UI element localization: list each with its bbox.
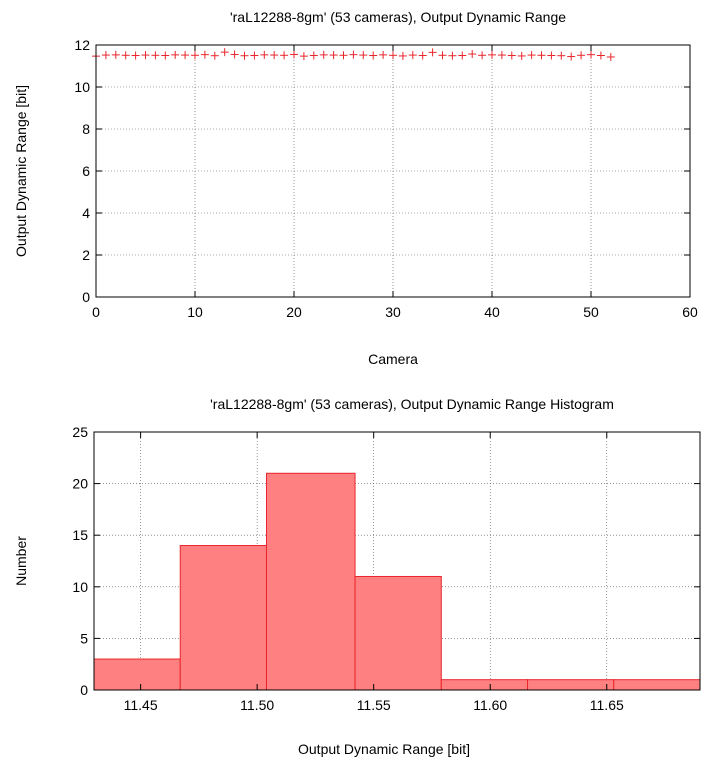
y-tick-label: 0 bbox=[82, 289, 90, 305]
grid bbox=[96, 45, 690, 297]
x-tick-label: 60 bbox=[682, 304, 698, 320]
y-axis-label: Number bbox=[13, 536, 29, 586]
data-point bbox=[547, 51, 556, 60]
x-tick-label: 30 bbox=[385, 304, 401, 320]
data-point bbox=[210, 51, 219, 60]
y-tick-label: 20 bbox=[72, 476, 88, 492]
histogram-bar bbox=[440, 679, 529, 691]
y-tick-label: 25 bbox=[72, 424, 88, 440]
data-point bbox=[428, 48, 437, 57]
scatter-chart: 'raL12288-8gm' (53 cameras), Output Dyna… bbox=[13, 9, 698, 367]
data-point bbox=[398, 51, 407, 60]
data-point bbox=[389, 51, 397, 60]
axis-ticks: 0 10 20 30 40 50 60 0 2 4 6 8 10 12 bbox=[74, 37, 698, 320]
data-point bbox=[448, 51, 457, 60]
data-point bbox=[230, 50, 239, 59]
x-axis-label: Camera bbox=[368, 351, 418, 367]
chart-title: 'raL12288-8gm' (53 cameras), Output Dyna… bbox=[230, 9, 566, 25]
chart-title: 'raL12288-8gm' (53 cameras), Output Dyna… bbox=[210, 396, 614, 412]
data-point bbox=[309, 51, 318, 60]
y-tick-label: 12 bbox=[74, 37, 90, 53]
data-point bbox=[101, 51, 110, 60]
data-point bbox=[527, 51, 536, 60]
y-tick-label: 5 bbox=[80, 630, 88, 646]
histogram-bar bbox=[354, 575, 442, 691]
data-point bbox=[517, 51, 526, 60]
data-point bbox=[339, 51, 348, 60]
data-point bbox=[290, 50, 298, 59]
data-point bbox=[240, 51, 249, 60]
data-point bbox=[319, 50, 328, 59]
bars bbox=[93, 472, 701, 691]
data-point bbox=[349, 50, 358, 59]
x-tick-label: 11.65 bbox=[590, 697, 624, 713]
data-point bbox=[270, 51, 279, 60]
data-point bbox=[220, 48, 229, 57]
data-point bbox=[488, 50, 496, 59]
data-point bbox=[458, 51, 467, 60]
data-point bbox=[418, 51, 427, 60]
x-tick-label: 50 bbox=[583, 304, 599, 320]
plot-frame bbox=[93, 431, 701, 691]
x-tick-label: 11.55 bbox=[357, 697, 391, 713]
histogram-bar bbox=[527, 679, 615, 691]
x-tick-label: 10 bbox=[187, 304, 203, 320]
data-point bbox=[181, 51, 190, 60]
data-point bbox=[478, 51, 487, 60]
x-tick-label: 11.60 bbox=[473, 697, 507, 713]
x-tick-label: 20 bbox=[286, 304, 302, 320]
data-point bbox=[280, 51, 289, 60]
y-tick-label: 15 bbox=[72, 527, 88, 543]
histogram-chart: 'raL12288-8gm' (53 cameras), Output Dyna… bbox=[13, 396, 701, 757]
y-tick-label: 2 bbox=[82, 247, 90, 263]
y-tick-label: 8 bbox=[82, 121, 90, 137]
data-point bbox=[191, 51, 199, 60]
histogram-bar bbox=[613, 679, 701, 691]
y-tick-label: 10 bbox=[74, 79, 90, 95]
data-point bbox=[299, 52, 308, 61]
data-point bbox=[557, 51, 566, 60]
data-point bbox=[329, 51, 338, 60]
data-point bbox=[359, 51, 368, 60]
data-point bbox=[468, 50, 477, 59]
data-point bbox=[497, 51, 506, 60]
data-point bbox=[260, 50, 269, 59]
x-tick-label: 11.50 bbox=[240, 697, 274, 713]
data-point bbox=[606, 52, 615, 61]
data-point bbox=[171, 50, 180, 59]
histogram-bar bbox=[179, 545, 267, 691]
data-point bbox=[507, 51, 516, 60]
y-axis-label: Output Dynamic Range [bit] bbox=[13, 85, 29, 257]
data-points bbox=[92, 48, 615, 61]
x-tick-label: 0 bbox=[92, 304, 100, 320]
data-point bbox=[161, 51, 170, 60]
data-point bbox=[250, 51, 259, 60]
x-tick-label: 11.45 bbox=[124, 697, 158, 713]
y-tick-label: 6 bbox=[82, 163, 90, 179]
axis-ticks: 11.45 11.50 11.55 11.60 11.65 0 5 10 15 20 25 bbox=[72, 424, 700, 713]
data-point bbox=[537, 51, 546, 60]
histogram-bar bbox=[93, 658, 181, 691]
data-point bbox=[408, 51, 417, 60]
x-tick-label: 40 bbox=[484, 304, 500, 320]
y-tick-label: 10 bbox=[72, 579, 88, 595]
histogram-bar bbox=[265, 472, 356, 691]
data-point bbox=[587, 50, 595, 59]
data-point bbox=[379, 50, 388, 59]
data-point bbox=[111, 50, 120, 59]
data-point bbox=[577, 51, 586, 60]
x-axis-label: Output Dynamic Range [bit] bbox=[298, 741, 470, 757]
data-point bbox=[596, 51, 605, 60]
data-point bbox=[121, 51, 130, 60]
y-tick-label: 0 bbox=[80, 682, 88, 698]
data-point bbox=[369, 51, 378, 60]
data-point bbox=[567, 52, 576, 61]
y-tick-label: 4 bbox=[82, 205, 90, 221]
data-point bbox=[141, 51, 150, 60]
data-point bbox=[151, 51, 160, 60]
data-point bbox=[438, 51, 447, 60]
data-point bbox=[200, 50, 209, 59]
data-point bbox=[131, 51, 140, 60]
